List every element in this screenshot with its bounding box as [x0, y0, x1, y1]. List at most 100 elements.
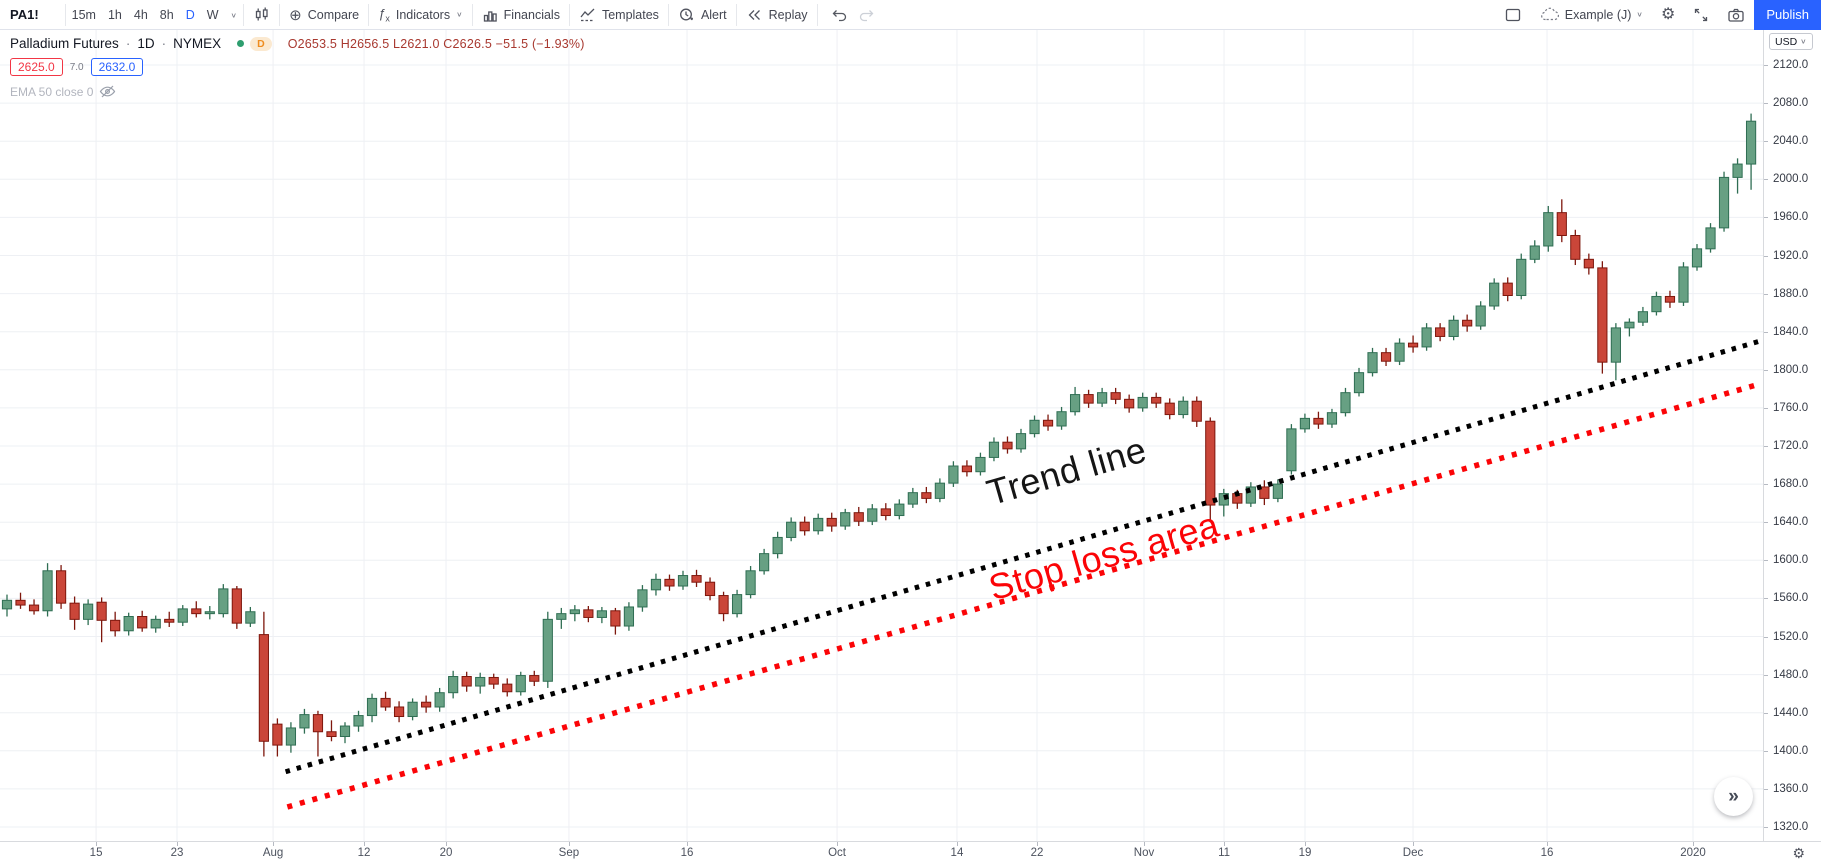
templates-button[interactable]: Templates	[570, 0, 668, 30]
layout-select-button[interactable]	[1495, 0, 1531, 30]
price-axis-tick	[1764, 522, 1768, 524]
candle	[1407, 342, 1419, 348]
snapshot-button[interactable]	[1718, 0, 1754, 30]
compare-button[interactable]: ⊕ Compare	[280, 0, 368, 30]
price-axis-tick	[1764, 369, 1768, 371]
candle	[475, 676, 486, 687]
candle	[137, 615, 148, 629]
candle	[1745, 120, 1757, 165]
timeframe-4h[interactable]: 4h	[133, 7, 148, 22]
candle	[393, 706, 405, 718]
delayed-data-badge[interactable]: D	[250, 36, 272, 51]
price-axis-label: 1440.0	[1773, 706, 1809, 719]
candle	[272, 723, 283, 746]
toolbar-left-group: PA1! 15m 1h 4h 8h D W ∨ ⊕ Compare	[0, 0, 888, 29]
symbol-search-button[interactable]: PA1!	[10, 7, 39, 22]
time-axis-label: Oct	[828, 847, 847, 859]
chart-style-button[interactable]	[244, 0, 279, 30]
candle	[691, 575, 702, 583]
time-axis-tick	[1413, 842, 1415, 846]
currency-unit-button[interactable]: USD ∨	[1769, 33, 1813, 50]
time-axis-tick	[1304, 842, 1306, 846]
legend-interval[interactable]: 1D	[137, 36, 155, 51]
fullscreen-button[interactable]	[1684, 0, 1718, 30]
price-axis-label: 1920.0	[1773, 249, 1809, 262]
candle	[1178, 400, 1189, 416]
time-axis-label: 19	[1298, 847, 1312, 859]
alert-button[interactable]: Alert	[669, 0, 736, 30]
timeframe-1h[interactable]: 1h	[107, 7, 122, 22]
templates-sparkline-icon	[580, 8, 595, 21]
candle	[434, 692, 445, 708]
axis-settings-gear-icon[interactable]: ⚙	[1792, 845, 1805, 861]
candle	[1299, 417, 1311, 430]
indicators-chevron-down-icon: ∨	[456, 10, 463, 19]
cloud-layout-button[interactable]: Example (J) ∨	[1531, 0, 1652, 30]
candle	[704, 581, 716, 597]
toolbar-separator	[64, 3, 66, 26]
price-axis-label: 2080.0	[1773, 97, 1809, 110]
scroll-to-realtime-button[interactable]: »	[1714, 777, 1753, 816]
financials-bars-icon	[483, 10, 497, 22]
financials-button[interactable]: Financials	[473, 0, 569, 30]
replay-button[interactable]: Replay	[737, 0, 817, 30]
undo-icon[interactable]	[830, 8, 848, 22]
market-status-dot-icon[interactable]	[237, 40, 245, 47]
candle	[1124, 398, 1135, 409]
toolbar-separator	[667, 3, 669, 26]
candle	[28, 604, 40, 612]
ask-price-button[interactable]: 2632.0	[90, 58, 144, 76]
time-axis-label: 11	[1218, 847, 1231, 859]
candle	[650, 578, 662, 591]
candle	[218, 588, 229, 615]
time-axis-label: 23	[170, 847, 184, 859]
time-axis-label: 14	[950, 847, 964, 859]
candle	[1543, 212, 1554, 247]
bid-price-button[interactable]: 2625.0	[10, 58, 63, 76]
candlestick-icon	[255, 7, 268, 21]
timeframe-1w[interactable]: W	[206, 7, 219, 22]
redo-icon[interactable]	[858, 8, 876, 22]
candle	[1069, 394, 1081, 413]
timeframe-15m[interactable]: 15m	[71, 7, 96, 22]
price-axis[interactable]: USD ∨ 2120.0 2080.0 2040.0 2000.0 1960.0 1920…	[1763, 30, 1821, 841]
candle	[1502, 282, 1513, 297]
time-axis-tick	[956, 842, 958, 846]
timeframe-chevron-down-icon[interactable]: ∨	[230, 10, 238, 19]
time-axis[interactable]: 15 23 Aug 12 20 Sep 16 Oct 14 22 Nov 11 19 Dec 16 2020 …	[0, 841, 1821, 863]
candle	[204, 611, 215, 615]
settings-button[interactable]: ⚙	[1652, 0, 1684, 30]
eye-hidden-icon[interactable]	[99, 84, 116, 99]
candle	[231, 588, 242, 624]
candle	[488, 676, 499, 685]
candle	[1015, 433, 1027, 450]
toolbar-separator	[568, 3, 570, 26]
ohlc-values: O2653.5 H2656.5 L2621.0 C2626.5 −51.5 (−…	[287, 36, 585, 51]
legend-symbol-title[interactable]: Palladium Futures	[10, 36, 119, 51]
fullscreen-expand-icon	[1695, 8, 1708, 21]
candle	[934, 482, 945, 499]
replay-label: Replay	[768, 7, 808, 22]
candle	[921, 492, 932, 499]
time-axis-tick	[177, 842, 178, 846]
candle	[380, 697, 391, 708]
replay-rewind-icon	[748, 9, 760, 20]
cloud-icon	[1540, 7, 1559, 21]
candle	[1705, 227, 1716, 250]
indicators-button[interactable]: ƒx Indicators ∨	[369, 0, 472, 30]
time-axis-tick	[687, 842, 689, 846]
candle	[502, 683, 513, 693]
price-axis-tick	[1764, 293, 1768, 295]
time-axis-tick	[1547, 842, 1549, 846]
timeframe-8h[interactable]: 8h	[159, 7, 174, 22]
chart-pane[interactable]: Palladium Futures · 1D · NYMEX D O2653.5…	[0, 30, 1763, 841]
candle	[529, 675, 540, 682]
indicators-label: Indicators	[395, 7, 451, 22]
timeframe-1d[interactable]: D	[185, 7, 195, 22]
publish-button[interactable]: Publish	[1754, 0, 1821, 30]
layout-square-icon	[1505, 8, 1520, 21]
candle	[15, 599, 26, 606]
trend-line[interactable]	[284, 338, 1761, 775]
price-axis-label: 1760.0	[1773, 401, 1809, 414]
candle	[164, 618, 175, 623]
